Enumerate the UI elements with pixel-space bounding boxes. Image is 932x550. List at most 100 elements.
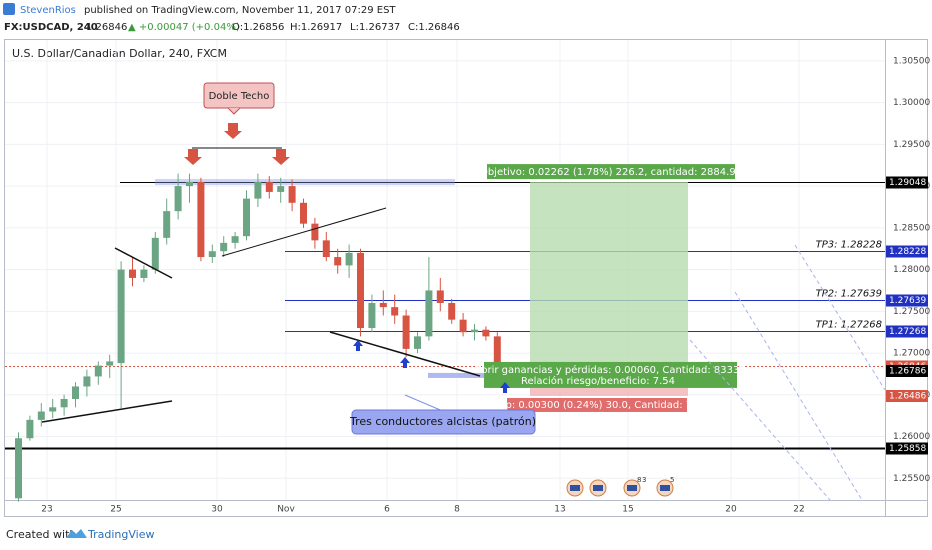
- price-label-bg: [886, 442, 928, 455]
- price-label: 1.26486: [889, 392, 926, 402]
- y-tick-label: 1.30000: [893, 98, 930, 108]
- candle-body: [334, 257, 342, 266]
- trendline: [114, 247, 173, 279]
- price-label: 1.27639: [889, 296, 926, 306]
- candle-body: [300, 202, 307, 224]
- trendline: [41, 400, 173, 423]
- candle-body: [129, 269, 136, 278]
- label-bg: [507, 397, 687, 412]
- candle-body: [83, 376, 91, 387]
- symbol: FX:USDCAD, 240: [4, 22, 98, 33]
- level-name: TP2: 1.27639: [816, 289, 882, 300]
- candle-body: [49, 407, 57, 412]
- channel-line: [689, 339, 831, 501]
- level-name: TP1: 1.27268: [816, 320, 882, 331]
- x-tick-label: 20: [725, 505, 737, 515]
- label-bg: [484, 361, 737, 388]
- y-tick-label: 1.26000: [893, 432, 930, 442]
- candle-body: [379, 302, 387, 308]
- event-count: 8: [637, 476, 641, 484]
- last: 1.26846: [86, 22, 127, 33]
- up-arrows: [353, 340, 510, 393]
- change: ▲ +0.00047 (+0.04%): [128, 22, 240, 33]
- x-tick-label: 23: [41, 505, 52, 515]
- candle-body: [94, 365, 102, 377]
- low: L:1.26737: [350, 22, 400, 33]
- x-tick-label: 8: [454, 505, 460, 515]
- trendline: [329, 331, 481, 377]
- footer-text: Created with: [6, 528, 76, 541]
- price-label: 1.28228: [889, 247, 926, 257]
- event-flag: [660, 485, 670, 491]
- price-label: 1.25858: [889, 444, 926, 454]
- price-label-bg: [886, 365, 928, 377]
- candle-body: [117, 269, 125, 364]
- channel-line: [794, 244, 886, 391]
- candle-body: [345, 252, 353, 266]
- arrows: [184, 123, 290, 165]
- label-bg: [487, 164, 735, 180]
- candle-body: [26, 419, 34, 439]
- x-tick-label: 15: [622, 505, 633, 515]
- callout-tail: [227, 107, 241, 115]
- entry-label: Abrir ganancias y pérdidas: 0.00060, Can…: [474, 364, 745, 376]
- candle-body: [72, 386, 79, 399]
- annotation: Tres conductores alcistas (patrón): [349, 415, 536, 428]
- chart-title: U.S. Dollar/Canadian Dollar, 240, FXCM: [12, 47, 227, 60]
- trendline: [221, 207, 387, 257]
- zone: [155, 179, 455, 186]
- x-tick-label: 25: [110, 505, 121, 515]
- candle-body: [402, 315, 410, 349]
- drawings: [41, 147, 481, 423]
- candle-body: [436, 290, 444, 303]
- candle-body: [254, 181, 262, 199]
- logo: [66, 529, 87, 538]
- price-label-bg: [886, 294, 928, 307]
- x-tick-label: 30: [211, 505, 223, 515]
- channel-line: [734, 291, 863, 501]
- candle-body: [322, 240, 330, 258]
- frame: [4, 39, 928, 517]
- arrow-up: [500, 382, 510, 393]
- arrow-up: [353, 340, 363, 351]
- candle-body: [459, 319, 467, 333]
- candle-body: [425, 290, 433, 337]
- candle-body: [391, 307, 399, 316]
- candle-body: [106, 361, 114, 366]
- candle-body: [197, 181, 205, 258]
- annotation: Doble Techo: [209, 91, 270, 102]
- channel: [689, 244, 886, 501]
- candle-body: [151, 237, 159, 270]
- candle-body: [311, 223, 319, 241]
- candle-body: [471, 329, 478, 333]
- footer-brand[interactable]: TradingView: [87, 528, 154, 541]
- arrow-down: [272, 149, 290, 165]
- candle-body: [60, 398, 68, 408]
- price-label: 1.29048: [889, 178, 926, 188]
- author[interactable]: StevenRios: [20, 5, 76, 16]
- candle-body: [163, 211, 171, 238]
- close: C:1.26846: [408, 22, 460, 33]
- price-label-bg: [886, 390, 928, 402]
- candle-body: [368, 302, 376, 329]
- y-tick-label: 1.27500: [893, 307, 930, 317]
- zone: [428, 372, 488, 378]
- candle-body: [482, 329, 490, 337]
- y-tick-label: 1.28000: [893, 265, 930, 275]
- candle-body: [265, 181, 273, 192]
- y-tick-label: 1.28500: [893, 223, 930, 233]
- open: O:1.26856: [232, 22, 284, 33]
- high: H:1.26917: [290, 22, 342, 33]
- stop-label: Stop: 0.00300 (0.24%) 30.0, Cantidad: 75…: [489, 400, 705, 411]
- event-flag: [570, 485, 580, 491]
- y-tick-label: 1.25500: [893, 474, 930, 484]
- y-tick-label: 1.27000: [893, 349, 930, 359]
- candle-body: [243, 198, 250, 237]
- candle-body: [277, 186, 285, 192]
- event-flag: [627, 485, 637, 491]
- candle-body: [37, 411, 45, 420]
- target-label: Objetivo: 0.02262 (1.78%) 226.2, cantida…: [480, 167, 742, 178]
- event-count: 3: [642, 476, 646, 484]
